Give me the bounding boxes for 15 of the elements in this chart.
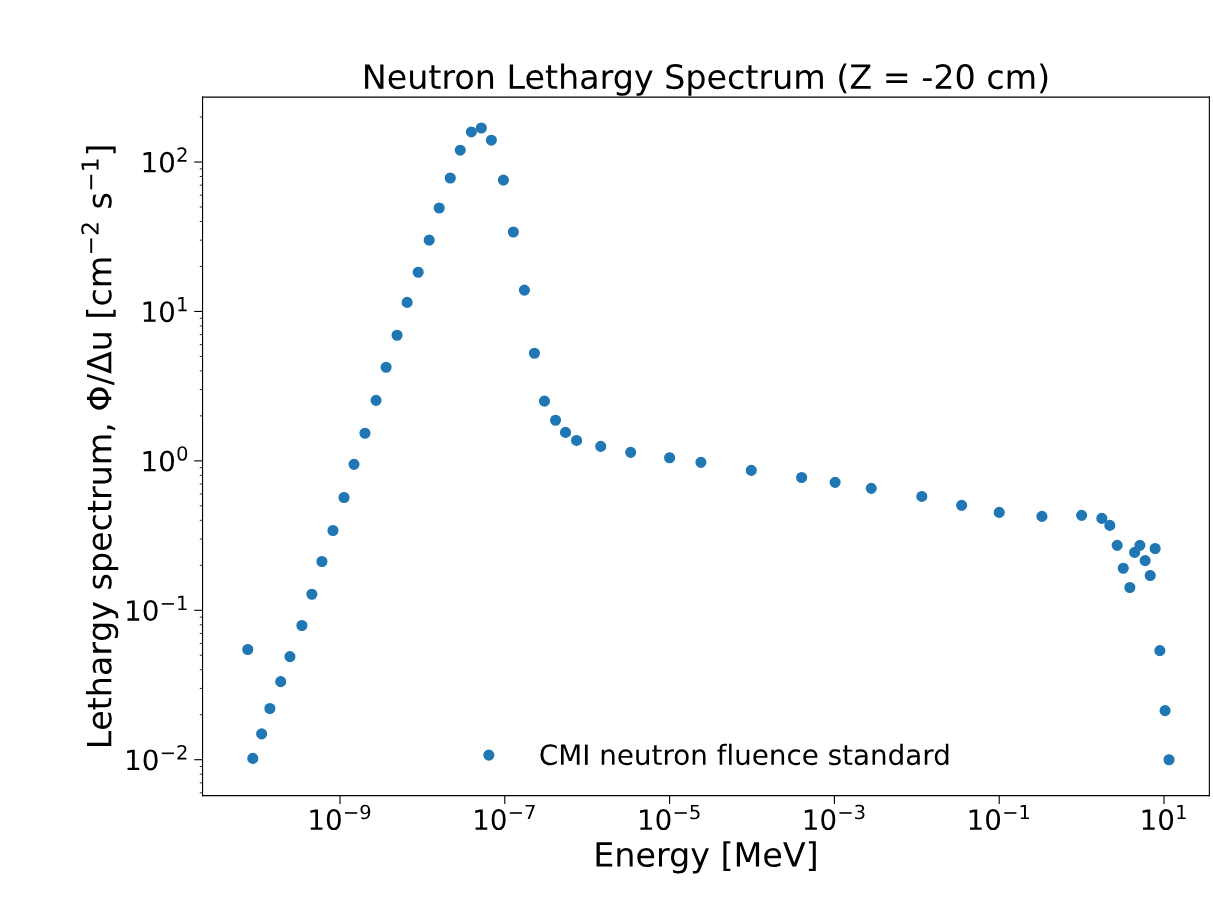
- x-tick-label: 10$^{−9}$: [310, 804, 371, 831]
- x-tick-label: 10$^{−5}$: [640, 804, 700, 831]
- y-tick-label: 10$^{−1}$: [127, 595, 187, 622]
- legend-label: CMI neutron fluence standard: [540, 743, 949, 766]
- chart-title: Neutron Lethargy Spectrum (Z = -20 cm): [365, 63, 1048, 96]
- x-axis-title: Energy [MeV]: [596, 841, 816, 874]
- y-axis-title: Lethargy spectrum, Φ/Δu [cm$^{−2}$ s$^{−1}$]: [81, 146, 119, 747]
- y-tick-label: 10$^{2}$: [143, 147, 187, 173]
- x-tick-label: 10$^{−7}$: [475, 804, 535, 831]
- y-tick-label: 10$^{1}$: [143, 297, 187, 323]
- y-tick-label: 10$^{0}$: [143, 446, 188, 472]
- x-tick-label: 10$^{−1}$: [969, 804, 1030, 831]
- x-tick-label: 10$^{1}$: [1142, 804, 1186, 831]
- y-tick-label: 10$^{−2}$: [127, 744, 187, 771]
- x-tick-label: 10$^{−3}$: [804, 804, 865, 831]
